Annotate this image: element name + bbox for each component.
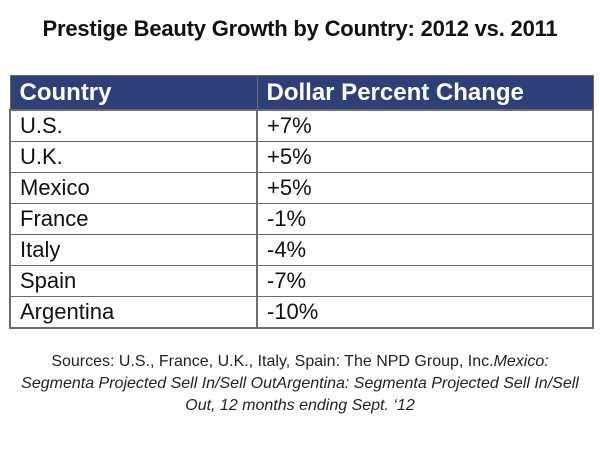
table-row: Argentina -10% — [9, 296, 594, 329]
country-cell: Spain — [9, 265, 258, 297]
table-row: Mexico +5% — [9, 172, 594, 204]
change-cell: +7% — [256, 109, 594, 142]
country-cell: Italy — [9, 234, 258, 266]
change-cell: +5% — [256, 172, 594, 204]
change-cell: -10% — [256, 296, 594, 329]
table-row: Spain -7% — [9, 265, 594, 297]
country-cell: U.S. — [9, 109, 258, 142]
chart-title: Prestige Beauty Growth by Country: 2012 … — [42, 16, 558, 41]
change-cell: -1% — [256, 203, 594, 235]
column-header-dollar-percent-change: Dollar Percent Change — [256, 75, 594, 111]
change-cell: +5% — [256, 141, 594, 173]
country-cell: Mexico — [9, 172, 258, 204]
table-row: Italy -4% — [9, 234, 594, 266]
sources-note: Sources: U.S., France, U.K., Italy, Spai… — [20, 351, 580, 417]
sources-italic-text: Mexico: Segmenta Projected Sell In/Sell … — [21, 353, 579, 414]
country-cell: Argentina — [9, 296, 258, 329]
column-header-country: Country — [9, 75, 258, 111]
table-row: U.S. +7% — [9, 109, 594, 142]
change-cell: -4% — [256, 234, 594, 266]
table-row: U.K. +5% — [9, 141, 594, 173]
change-cell: -7% — [256, 265, 594, 297]
header-row: Country Dollar Percent Change — [9, 75, 594, 111]
sources-plain-text: Sources: U.S., France, U.K., Italy, Spai… — [51, 353, 494, 370]
growth-table: Country Dollar Percent Change U.S. +7% U… — [9, 75, 594, 329]
country-cell: U.K. — [9, 141, 258, 173]
table-row: France -1% — [9, 203, 594, 235]
country-cell: France — [9, 203, 258, 235]
